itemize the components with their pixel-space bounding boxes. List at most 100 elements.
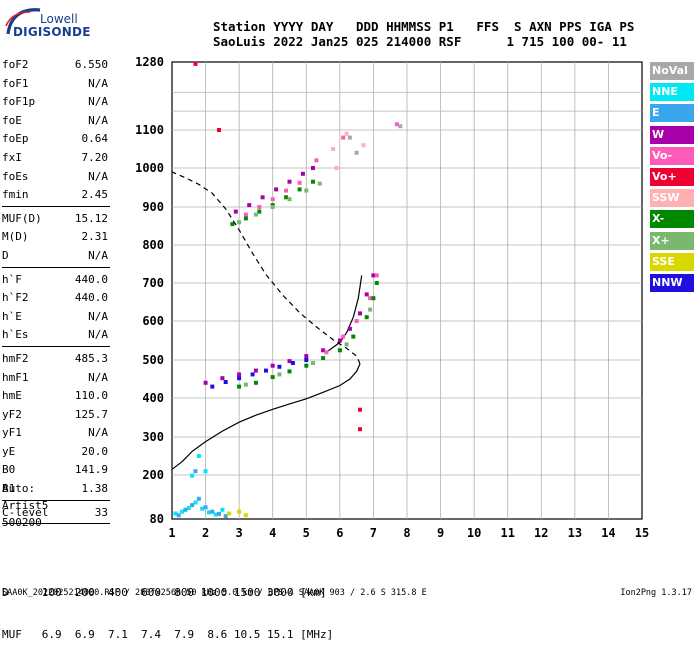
muf-cell: 8.6: [194, 628, 228, 641]
legend-item-x: X+: [650, 231, 694, 250]
legend-item-w: W: [650, 125, 694, 144]
logo-text-digisonde: DIGISONDE: [13, 25, 91, 39]
echo-point-x: [287, 197, 292, 202]
x-tick-label: 4: [269, 526, 276, 540]
echo-point-w: [203, 380, 208, 385]
param-value: N/A: [88, 113, 108, 127]
echo-point-w: [347, 326, 352, 331]
chart-ticks: 1 2 3 4 5 6 7 8 9 10 11 12 13 14 158020030040050060070…: [135, 55, 649, 540]
echo-point-e: [190, 503, 195, 508]
param-label: foF2: [2, 58, 29, 71]
param-label: D: [2, 248, 9, 262]
echo-point-x: [364, 315, 369, 320]
x-tick-label: 13: [568, 526, 582, 540]
echo-point-vo: [324, 350, 329, 355]
param-label: B1: [2, 482, 16, 496]
param-value: 440.0: [74, 291, 108, 305]
echo-point-w: [337, 338, 342, 343]
x-tick-label: 10: [467, 526, 481, 540]
echo-point-x: [230, 222, 235, 227]
echo-point-vo: [243, 212, 248, 217]
param-value: 7.20: [81, 150, 109, 164]
echo-point-nne: [220, 507, 225, 512]
header-line-1: Station YYYY DAY DDD HHMMSS P1 FFS S AXN…: [213, 19, 635, 34]
echo-point-w: [260, 195, 265, 200]
echo-point-nne: [190, 473, 195, 478]
param-value: 2.45: [81, 188, 109, 202]
echo-point-x: [311, 361, 315, 365]
echo-point-x: [351, 334, 356, 339]
echo-point-x: [344, 342, 349, 347]
param-label: h`F2: [2, 291, 29, 305]
echo-point-nne: [173, 511, 178, 516]
param-value: 1.38: [81, 482, 109, 496]
echo-point-x: [253, 212, 258, 217]
param-value: 125.7: [74, 407, 108, 421]
muf-cell: 200: [61, 586, 95, 599]
echo-point-nne: [196, 454, 201, 458]
echo-point-ssw: [361, 143, 366, 148]
x-tick-label: 15: [635, 526, 649, 540]
echo-point-e: [203, 505, 208, 510]
echo-point-vo: [284, 188, 289, 193]
param-row: hmF2 485.3: [2, 350, 110, 369]
muf-table-distance-row: D 100 200 400 600 800 1000 1500 3000 [km…: [2, 586, 333, 600]
param-row: fmin 2.45: [2, 186, 110, 205]
muf-cell: 6.9: [28, 628, 62, 641]
param-row: yE 20.0: [2, 443, 110, 462]
muf-cell: 600: [127, 586, 161, 599]
param-separator: [2, 523, 110, 525]
param-value: N/A: [88, 169, 108, 183]
echo-point-noval: [347, 135, 352, 140]
param-row: foEs N/A: [2, 168, 110, 187]
echo-point-x: [317, 181, 322, 186]
echo-point-w: [237, 372, 242, 377]
legend-item-noval: NoVal: [650, 62, 694, 80]
echo-point-w: [253, 368, 258, 373]
x-tick-label: 9: [437, 526, 444, 540]
echo-point-w: [358, 311, 362, 316]
echo-point-nnw: [277, 364, 282, 369]
echo-point-nnw: [290, 361, 295, 365]
x-tick-label: 11: [500, 526, 514, 540]
x-tick-label: 5: [303, 526, 310, 540]
echo-point-w: [371, 273, 376, 278]
echo-point-sse: [243, 513, 248, 518]
muf-unit: [MHz]: [293, 628, 334, 641]
x-tick-label: 7: [370, 526, 377, 540]
legend-item-nne: NNE: [650, 83, 694, 102]
x-tick-label: 14: [601, 526, 615, 540]
param-row: fxI 7.20: [2, 149, 110, 168]
echo-point-vo: [193, 61, 198, 66]
echo-point-w: [287, 359, 292, 364]
param-value: N/A: [88, 248, 108, 262]
x-tick-label: 1: [168, 526, 175, 540]
echo-point-w: [274, 187, 279, 192]
y-tick-label: 800: [142, 238, 164, 252]
legend-item-vo: Vo-: [650, 146, 694, 165]
echo-point-vo: [341, 135, 346, 140]
y-tick-label: 1100: [135, 123, 164, 137]
echo-point-ssw: [331, 147, 336, 151]
param-value: 141.9: [74, 463, 108, 477]
param-label: hmF2: [2, 351, 29, 365]
y-tick-label: 300: [142, 430, 164, 444]
param-label: foF1p: [2, 95, 36, 109]
param-label: M(D): [2, 230, 29, 244]
muf-row-label: D: [2, 586, 29, 599]
echo-point-vo: [358, 407, 362, 412]
muf-row-label: MUF: [2, 628, 29, 641]
param-label: foE: [2, 113, 22, 127]
param-row: MUF(D) 15.12: [2, 210, 110, 229]
param-value: 15.12: [74, 211, 108, 225]
echo-point-w: [321, 348, 326, 353]
echo-point-x: [304, 363, 309, 368]
param-value: 440.0: [74, 272, 108, 286]
param-separator: [2, 345, 110, 347]
echo-point-nne: [203, 469, 208, 474]
param-row: foE N/A: [2, 112, 110, 131]
echo-point-x: [277, 372, 282, 377]
echo-point-nnw: [304, 358, 309, 362]
echo-point-ssw: [344, 131, 349, 136]
muf-cell: 800: [161, 586, 195, 599]
